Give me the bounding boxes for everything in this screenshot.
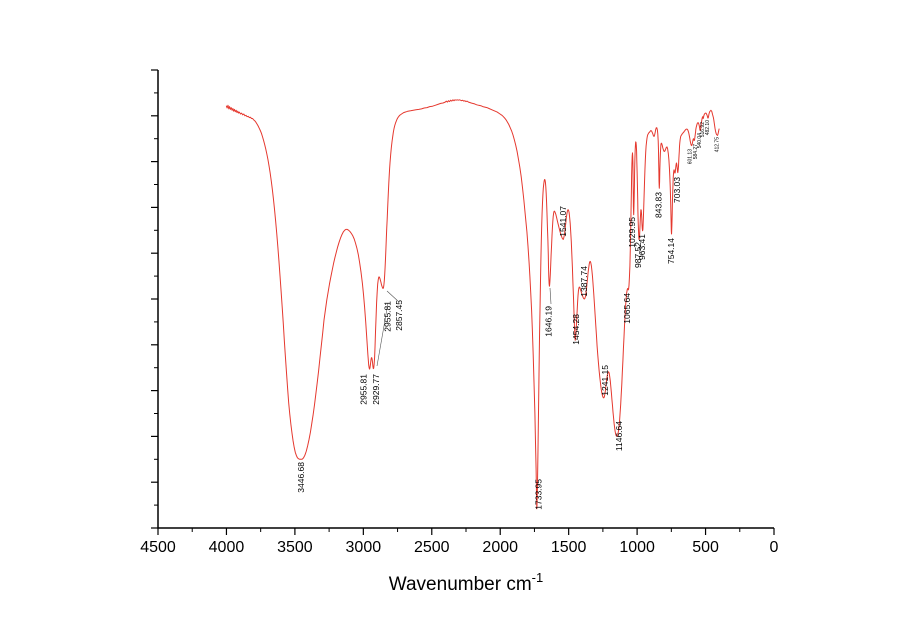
x-axis-title-superscript: -1 bbox=[532, 570, 544, 585]
peak-label: 843.83 bbox=[653, 192, 663, 218]
peak-label: 1454.28 bbox=[571, 314, 581, 345]
peak-label: 1146.64 bbox=[614, 421, 624, 451]
x-tick-label: 2000 bbox=[482, 539, 518, 556]
peak-label: 2955.81 bbox=[358, 374, 368, 405]
x-tick-labels: 4500 4000 3500 3000 2500 2000 1500 1000 500 0 bbox=[140, 539, 778, 556]
peak-label: 3446.68 bbox=[296, 462, 306, 493]
peak-leader-line bbox=[549, 287, 552, 305]
peak-label: 2857.45 bbox=[394, 300, 404, 331]
peak-label: 1387.74 bbox=[579, 266, 589, 297]
x-tick-label: 3500 bbox=[277, 539, 313, 556]
axes bbox=[151, 69, 775, 535]
peak-label: 1241.15 bbox=[600, 365, 610, 396]
x-tick-label: 500 bbox=[692, 539, 719, 556]
x-tick-label: 4000 bbox=[209, 539, 245, 556]
x-tick-label: 0 bbox=[770, 539, 779, 556]
x-tick-label: 1000 bbox=[619, 539, 655, 556]
peak-label: 1065.64 bbox=[622, 293, 632, 324]
peak-leader-line bbox=[376, 302, 389, 367]
peak-label: 584.27 bbox=[693, 144, 699, 160]
peak-label: 963.41 bbox=[637, 234, 647, 260]
x-tick-label: 2500 bbox=[414, 539, 450, 556]
peak-label: 2929.77 bbox=[371, 374, 381, 405]
x-tick-label: 4500 bbox=[140, 539, 176, 556]
peak-label: 754.14 bbox=[666, 238, 676, 264]
x-tick-label: 1500 bbox=[551, 539, 587, 556]
peak-label: 1646.19 bbox=[544, 306, 554, 337]
x-axis-title: Wavenumber cm-1 bbox=[389, 570, 543, 595]
peak-label: 516.92 bbox=[700, 122, 706, 138]
peak-leader-line bbox=[386, 290, 400, 303]
peak-label: 601.13 bbox=[688, 149, 694, 165]
axis-line bbox=[157, 70, 774, 529]
peak-label: 1029.95 bbox=[627, 217, 637, 248]
spectrum-curve bbox=[225, 99, 720, 510]
peak-label: 482.10 bbox=[705, 120, 711, 136]
peak-label: 412.75 bbox=[714, 137, 720, 153]
x-axis-title-text: Wavenumber cm bbox=[389, 574, 532, 595]
peak-label: 2955.81 bbox=[382, 301, 392, 332]
peak-label: 1541.07 bbox=[558, 206, 568, 237]
peak-label: 703.03 bbox=[672, 177, 682, 203]
curve-group bbox=[225, 99, 720, 510]
peak-label: 540.04 bbox=[697, 133, 703, 149]
peak-label: 1733.95 bbox=[534, 479, 544, 510]
peak-label: 987.52 bbox=[633, 242, 643, 268]
x-tick-label: 3000 bbox=[346, 539, 382, 556]
